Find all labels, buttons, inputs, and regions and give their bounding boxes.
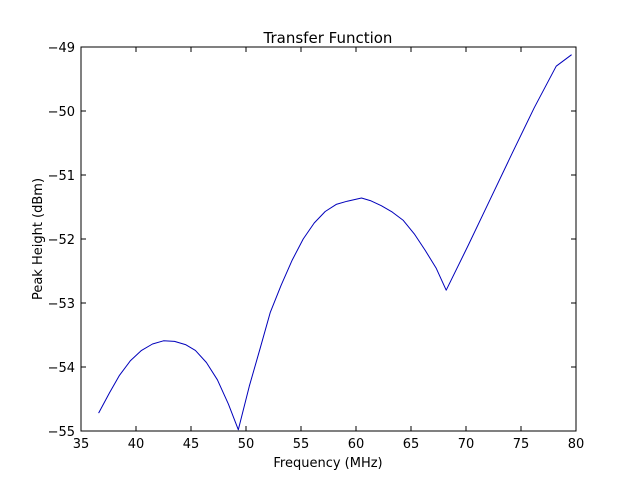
y-axis-ticks: −55 −54 −53 −52 −51 −50 −49 [48, 41, 576, 440]
y-axis-label: Peak Height (dBm) [31, 178, 46, 300]
x-tick-label: 65 [403, 437, 420, 452]
chart-title: Transfer Function [263, 29, 393, 47]
y-tick-label: −53 [48, 297, 75, 312]
x-tick-label: 45 [183, 437, 200, 452]
x-tick-label: 50 [238, 437, 255, 452]
series-line [98, 54, 572, 431]
x-tick-label: 70 [458, 437, 475, 452]
y-tick-label: −49 [48, 41, 75, 56]
y-tick-label: −54 [48, 361, 75, 376]
x-tick-label: 75 [513, 437, 530, 452]
x-tick-label: 40 [128, 437, 145, 452]
y-tick-label: −52 [48, 233, 75, 248]
x-axis-ticks: 35 40 45 50 55 60 65 70 75 80 [73, 47, 585, 452]
x-axis-label: Frequency (MHz) [273, 456, 382, 471]
x-tick-label: 35 [73, 437, 90, 452]
x-tick-label: 60 [348, 437, 365, 452]
y-tick-label: −51 [48, 169, 75, 184]
y-tick-label: −50 [48, 105, 75, 120]
x-tick-label: 80 [568, 437, 585, 452]
y-tick-label: −55 [48, 425, 75, 440]
x-tick-label: 55 [293, 437, 310, 452]
series-layer [98, 54, 572, 431]
